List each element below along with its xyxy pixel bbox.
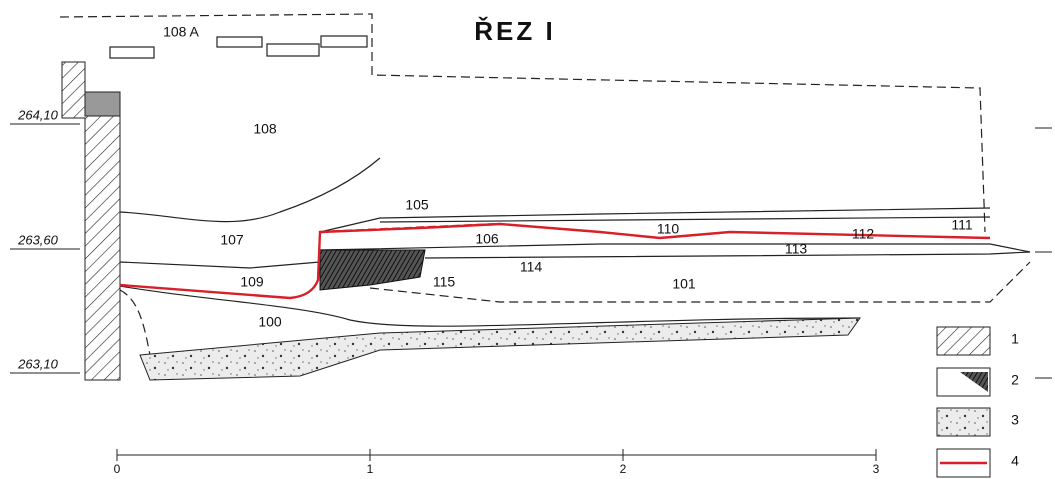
stone [320,35,368,48]
scale-label: 1 [367,462,374,476]
outline [59,13,986,233]
legend-label: 4 [1011,453,1019,469]
red-line [119,222,991,300]
gravel [139,317,861,381]
layer-label: 108 A [163,24,199,40]
layer-boundary [369,261,1031,303]
layer-line [119,261,321,269]
legend [936,326,991,478]
legend-swatch [936,407,991,437]
layer-label: 107 [220,232,244,248]
layer-line [119,285,861,327]
stone [266,43,320,57]
layer-line [319,243,1031,259]
stone [109,46,155,59]
layer-label: 112 [852,226,875,242]
legend-labels: 1 2 3 4 [1011,331,1019,469]
layer-label: 114 [520,259,543,275]
layer-labels: 108 A 108 105 107 106 110 111 112 113 11… [163,24,973,330]
elevation-label: 263,10 [17,356,59,371]
layer-label: 111 [951,217,972,233]
wall-cap [84,91,121,117]
layer-label: 109 [240,274,264,290]
scale-labels: 0 1 2 3 [114,462,880,476]
layer-label: 105 [405,197,429,213]
stone [216,36,263,48]
red-dash [319,222,501,234]
layer-label: 113 [785,241,808,257]
layer-line [319,207,991,233]
layer-label: 106 [475,231,499,247]
scale-label: 3 [873,462,880,476]
layer-label: 101 [672,276,696,292]
layer-label: 100 [258,314,282,330]
layer-label: 115 [433,274,456,290]
elevation-label: 263,60 [17,232,59,247]
elevation-lines [10,123,1052,379]
scale-label: 0 [114,462,121,476]
legend-label: 3 [1011,412,1019,428]
elevations: 264,10 263,60 263,10 [17,107,59,371]
layer-label: 108 [253,121,277,137]
legend-swatch [936,326,991,356]
drawing [10,13,1052,478]
layer-label: 110 [657,221,680,237]
wall [61,61,121,381]
legend-label: 1 [1011,331,1019,347]
elevation-label: 264,10 [17,107,59,122]
dark-fill [319,249,426,291]
layer-line [379,216,991,223]
legend-label: 2 [1011,372,1019,388]
layer-line [119,157,381,223]
layer-boundary [119,289,151,356]
scale-label: 2 [620,462,627,476]
scale-bar [116,449,877,461]
legend-dark [960,372,988,392]
title: ŘEZ I [474,16,555,46]
